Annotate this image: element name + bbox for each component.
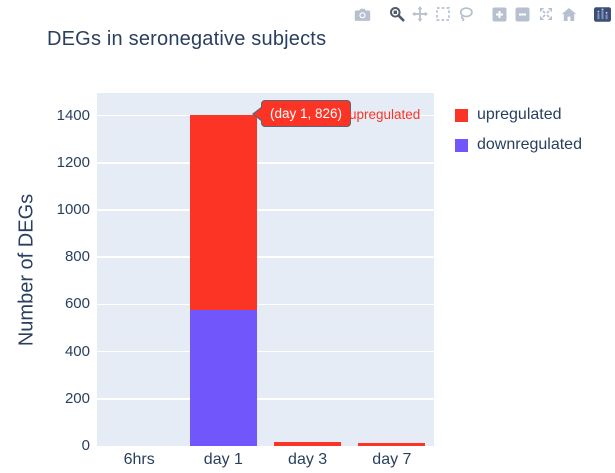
bar-day1-downregulated[interactable] (189, 309, 257, 446)
x-tick-label: 6hrs (123, 451, 155, 468)
zero-line (97, 445, 434, 448)
x-tick-label: day 7 (372, 451, 412, 468)
legend-swatch-icon (455, 108, 468, 122)
home-icon[interactable] (560, 6, 577, 23)
camera-icon[interactable] (354, 6, 371, 23)
bar-day1-upregulated[interactable] (189, 114, 257, 310)
gridline (97, 162, 434, 164)
y-tick-label: 800 (64, 248, 90, 266)
modebar (337, 5, 611, 23)
lasso-select-icon[interactable] (457, 6, 474, 23)
gridline (97, 256, 434, 258)
modebar-group (485, 6, 577, 23)
hover-trace-label: upregulated (349, 107, 421, 122)
x-tick-label: day 3 (288, 451, 328, 468)
legend-item-downregulated[interactable]: downregulated (455, 136, 582, 154)
x-tick-label: day 1 (203, 451, 243, 468)
gridline (97, 209, 434, 211)
y-tick-label: 1200 (56, 153, 90, 171)
hover-tooltip: (day 1, 826) (251, 100, 352, 127)
bar-day7-upregulated[interactable] (358, 443, 426, 446)
y-tick-label: 1000 (56, 201, 90, 219)
legend-label: downregulated (477, 136, 582, 153)
pan-icon[interactable] (411, 6, 428, 23)
y-tick-label: 1400 (56, 106, 90, 124)
legend-item-upregulated[interactable]: upregulated (455, 106, 582, 124)
modebar-group (588, 6, 611, 23)
autoscale-icon[interactable] (537, 6, 554, 23)
zoom-icon[interactable] (388, 6, 405, 23)
legend: upregulated downregulated (455, 106, 582, 166)
y-tick-label: 200 (64, 389, 90, 407)
gridline (97, 398, 434, 400)
gridline (97, 303, 434, 306)
zoom-out-icon[interactable] (514, 6, 531, 23)
legend-swatch-icon (455, 138, 468, 152)
legend-label: upregulated (477, 106, 562, 123)
modebar-group (348, 6, 371, 23)
bar-day3-upregulated[interactable] (274, 442, 342, 446)
y-tick-label: 0 (81, 437, 90, 454)
modebar-group (382, 6, 474, 23)
plot-area[interactable] (97, 93, 434, 448)
gridline (97, 350, 434, 353)
y-tick-label: 400 (64, 342, 90, 360)
tooltip-text: (day 1, 826) (270, 106, 343, 121)
zoom-in-icon[interactable] (491, 6, 508, 23)
chart-title: DEGs in seronegative subjects (47, 28, 327, 50)
plotly-logo[interactable] (594, 6, 611, 23)
box-select-icon[interactable] (434, 6, 451, 23)
y-tick-label: 600 (64, 295, 90, 313)
